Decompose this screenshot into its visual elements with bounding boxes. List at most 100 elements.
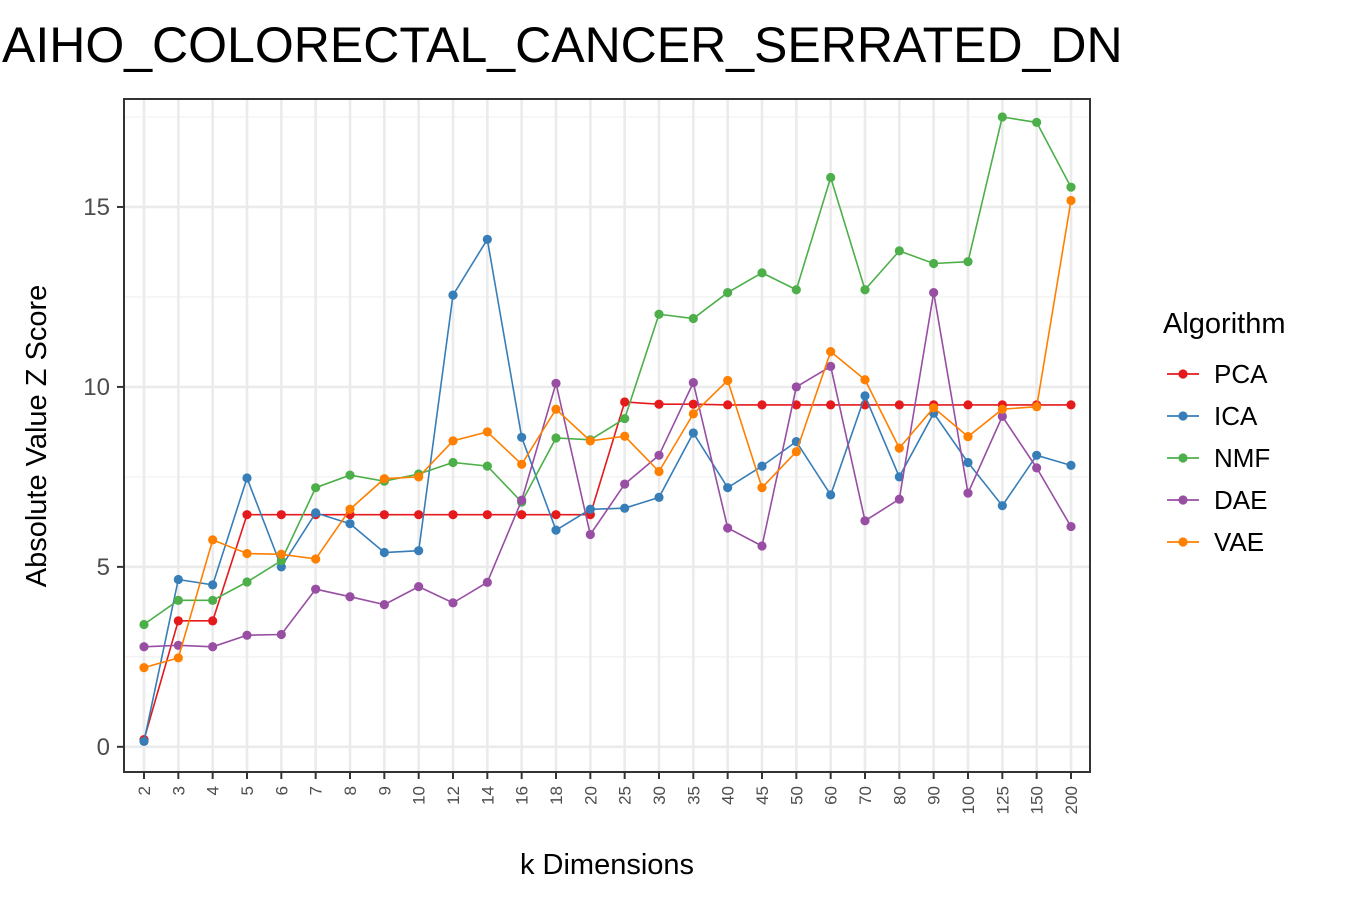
- data-point-vae: [860, 375, 870, 385]
- data-point-dae: [276, 629, 286, 640]
- data-point-ica: [894, 472, 904, 482]
- x-tick-label: 10: [410, 786, 429, 805]
- data-point-nmf: [208, 595, 218, 605]
- x-tick-label: 8: [341, 786, 360, 795]
- data-point-dae: [448, 598, 458, 608]
- x-tick-label: 150: [1028, 786, 1047, 814]
- data-point-vae: [173, 653, 183, 663]
- data-point-dae: [551, 378, 561, 388]
- legend-key-point-nmf: [1178, 453, 1188, 463]
- data-point-pca: [482, 510, 492, 520]
- data-point-dae: [379, 600, 389, 610]
- data-point-vae: [654, 466, 664, 477]
- data-point-dae: [139, 642, 149, 652]
- data-point-vae: [276, 549, 286, 559]
- legend-key-point-ica: [1178, 411, 1188, 421]
- data-point-dae: [414, 582, 424, 592]
- data-point-nmf: [860, 285, 870, 295]
- data-point-nmf: [654, 309, 664, 319]
- data-point-ica: [757, 461, 767, 471]
- data-point-dae: [654, 450, 664, 460]
- data-point-vae: [585, 436, 595, 446]
- data-point-nmf: [963, 257, 973, 267]
- data-point-vae: [551, 404, 561, 414]
- series-layer: [139, 112, 1076, 747]
- legend-label-ica: ICA: [1214, 401, 1258, 431]
- data-point-vae: [688, 409, 698, 419]
- data-point-nmf: [311, 483, 321, 493]
- legend-label-nmf: NMF: [1214, 443, 1270, 473]
- data-point-pca: [208, 616, 218, 626]
- data-point-dae: [1066, 521, 1076, 532]
- data-point-dae: [620, 479, 630, 489]
- data-point-pca: [723, 400, 733, 410]
- y-tick-label: 15: [83, 194, 110, 221]
- legend: Algorithm PCA ICA NMF DAE VAE: [1163, 308, 1286, 557]
- data-point-ica: [208, 580, 218, 590]
- data-point-pca: [620, 397, 630, 407]
- data-point-ica: [173, 574, 183, 585]
- data-point-dae: [894, 494, 904, 504]
- data-point-ica: [311, 508, 321, 518]
- y-tick-label: 5: [97, 554, 110, 581]
- data-point-ica: [620, 503, 630, 513]
- data-point-vae: [448, 436, 458, 446]
- x-tick-label: 50: [787, 786, 806, 805]
- legend-key-point-vae: [1178, 537, 1188, 547]
- data-point-dae: [757, 541, 767, 551]
- data-point-nmf: [757, 268, 767, 278]
- legend-key-point-pca: [1178, 369, 1188, 379]
- data-point-vae: [929, 403, 939, 413]
- data-point-nmf: [173, 595, 183, 605]
- data-point-pca: [757, 400, 767, 410]
- y-tick-label: 0: [97, 734, 110, 761]
- data-point-pca: [173, 616, 183, 626]
- y-tick-label: 10: [83, 374, 110, 401]
- data-point-dae: [860, 516, 870, 526]
- data-point-ica: [654, 492, 664, 503]
- grid-major: [124, 99, 1090, 772]
- data-point-nmf: [894, 246, 904, 256]
- data-point-dae: [208, 642, 218, 652]
- data-point-dae: [1032, 463, 1042, 473]
- data-point-nmf: [551, 433, 561, 443]
- legend-label-dae: DAE: [1214, 485, 1267, 515]
- data-point-pca: [826, 400, 836, 410]
- x-tick-label: 45: [753, 786, 772, 805]
- data-point-nmf: [1032, 117, 1042, 127]
- data-point-nmf: [929, 258, 939, 269]
- data-point-ica: [414, 546, 424, 556]
- data-point-dae: [791, 382, 801, 392]
- x-tick-label: 7: [307, 786, 326, 795]
- data-point-ica: [963, 457, 973, 468]
- x-tick-label: 100: [959, 786, 978, 814]
- series-line-vae: [143, 200, 1072, 669]
- data-point-pca: [654, 399, 664, 409]
- x-tick-label: 12: [444, 786, 463, 805]
- data-point-nmf: [448, 457, 458, 468]
- data-point-nmf: [276, 556, 286, 566]
- data-point-pca: [276, 510, 286, 520]
- data-point-nmf: [688, 313, 698, 324]
- x-tick-label: 90: [925, 786, 944, 805]
- x-tick-label: 125: [993, 786, 1012, 814]
- data-point-vae: [723, 375, 733, 386]
- legend-key-point-dae: [1178, 495, 1188, 505]
- data-point-nmf: [139, 619, 149, 630]
- series-line-nmf: [143, 116, 1072, 626]
- grid-minor: [124, 116, 1090, 658]
- data-point-pca: [894, 400, 904, 410]
- data-point-vae: [139, 663, 149, 673]
- x-tick-label: 30: [650, 786, 669, 805]
- data-point-vae: [791, 447, 801, 457]
- data-point-dae: [345, 592, 355, 602]
- legend-title: Algorithm: [1163, 308, 1286, 340]
- legend-label-vae: VAE: [1214, 527, 1264, 557]
- data-point-ica: [242, 473, 252, 483]
- x-tick-label: 14: [478, 786, 497, 805]
- plot-panel-border: [123, 98, 1091, 773]
- data-point-vae: [620, 431, 630, 441]
- data-point-ica: [379, 547, 389, 558]
- data-point-dae: [997, 411, 1007, 422]
